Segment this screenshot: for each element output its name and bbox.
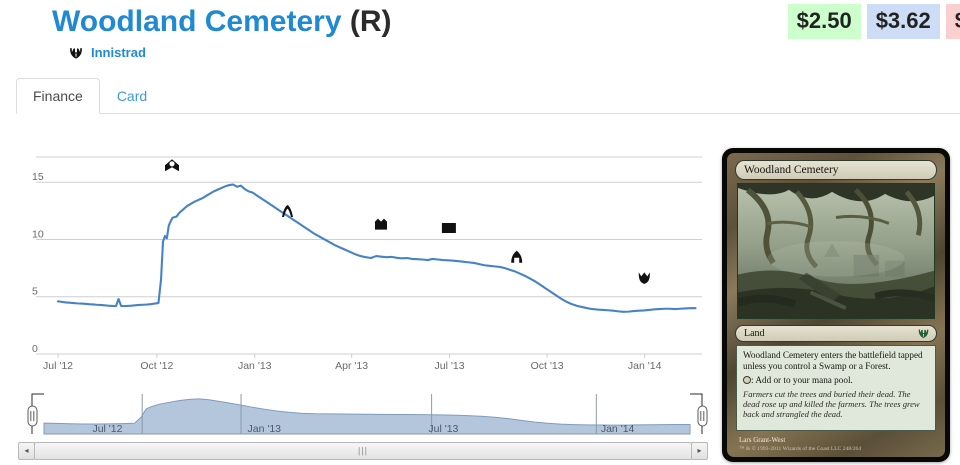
- chart-x-axis: [36, 353, 702, 358]
- price-badge-group: $2.50 $3.62 $: [787, 4, 960, 39]
- svg-text:Jul '13: Jul '13: [428, 423, 458, 435]
- svg-text:Jan '14: Jan '14: [628, 360, 662, 372]
- price-badge-mid[interactable]: $3.62: [866, 4, 940, 39]
- theros-set-symbol[interactable]: Theros: [511, 250, 523, 263]
- card-set-symbol-icon: [918, 329, 929, 339]
- card-rules-text: Woodland Cemetery enters the battlefield…: [743, 350, 923, 371]
- chart-range-navigator[interactable]: Jul '12 Jan '13 Jul '13 Jan '14: [18, 392, 708, 442]
- set-line: Innistrad: [68, 45, 146, 61]
- svg-text:15: 15: [32, 171, 44, 183]
- navigator-handle-left[interactable]: [27, 405, 38, 427]
- scrollbar-thumb-grip[interactable]: |||: [357, 445, 369, 456]
- chart-y-axis-labels: 0 5 10 15: [32, 171, 44, 355]
- card-rarity-text: (R): [349, 5, 392, 38]
- gatecrash-set-symbol[interactable]: Gatecrash: [441, 223, 456, 233]
- svg-text:Oct '12: Oct '12: [140, 360, 173, 372]
- card-copyright-line: ™ & © 1993-2011 Wizards of the Coast LLC…: [739, 446, 862, 452]
- svg-text:Jul '12: Jul '12: [43, 360, 73, 372]
- born-of-the-gods-set-symbol[interactable]: Born of the Gods: [638, 272, 650, 284]
- svg-text:0: 0: [32, 343, 38, 355]
- tap-symbol-icon: [743, 376, 751, 384]
- price-badge-market[interactable]: $2.50: [787, 4, 861, 39]
- card-image[interactable]: Woodland Cemetery: [722, 148, 950, 462]
- svg-text:Jan '14: Jan '14: [601, 423, 635, 435]
- chart-series-line: [56, 183, 697, 313]
- tab-card[interactable]: Card: [116, 88, 148, 104]
- navigator-handle-right[interactable]: [697, 405, 708, 427]
- chart-gridlines: [36, 156, 702, 298]
- tab-bar: Finance Card: [16, 78, 960, 114]
- navigator-labels: Jul '12 Jan '13 Jul '13 Jan '14: [92, 423, 634, 435]
- dark-ascension-set-symbol[interactable]: Dark Ascension: [165, 159, 179, 172]
- return-to-ravnica-set-symbol[interactable]: Return to Ravnica: [375, 218, 387, 230]
- svg-text:Jul '12: Jul '12: [92, 423, 122, 435]
- svg-text:Jul '13: Jul '13: [435, 360, 465, 372]
- set-name-link[interactable]: Innistrad: [91, 45, 146, 60]
- card-flavor-text: Farmers cut the trees and buried their d…: [743, 389, 920, 419]
- card-name-text: Woodland Cemetery: [52, 5, 342, 38]
- card-text-box: Woodland Cemetery enters the battlefield…: [736, 345, 936, 431]
- svg-text:Oct '13: Oct '13: [531, 360, 564, 372]
- page-header: Woodland Cemetery (R) Innistrad $2.50 $3…: [0, 0, 960, 72]
- card-title-bar: Woodland Cemetery: [735, 160, 937, 180]
- navigator-svg: Jul '12 Jan '13 Jul '13 Jan '14: [27, 393, 708, 435]
- scrollbar-left-arrow-icon[interactable]: ◂: [18, 442, 35, 460]
- card-mana-ability-text: : Add or to your mana pool.: [751, 375, 853, 385]
- avacyn-restored-set-symbol[interactable]: Avacyn Restored: [282, 205, 293, 217]
- card-type-bar: Land: [735, 325, 937, 342]
- navigator-area: [43, 398, 691, 435]
- svg-text:10: 10: [32, 228, 44, 240]
- card-type-line: Land: [744, 328, 765, 339]
- tab-finance[interactable]: Finance: [16, 78, 100, 114]
- svg-text:Jan '13: Jan '13: [238, 360, 272, 372]
- page-title: Woodland Cemetery (R): [52, 4, 392, 40]
- chart-scrollbar[interactable]: ◂ ||| ▸: [18, 442, 708, 460]
- price-history-chart[interactable]: 0 5 10 15 Jul '12 Oct '12 Jan '13 Apr '13 Jul '…: [18, 140, 708, 390]
- card-artist-credit: Lars Grant-West: [739, 436, 786, 444]
- chart-x-axis-labels: Jul '12 Oct '12 Jan '13 Apr '13 Jul '13 Oct '…: [43, 360, 662, 372]
- svg-text:Jan '13: Jan '13: [247, 423, 281, 435]
- price-badge-high[interactable]: $: [945, 4, 960, 39]
- navigator-handles[interactable]: [27, 405, 708, 427]
- chart-set-markers[interactable]: Dark Ascension Avacyn Restored Return to R…: [165, 159, 650, 284]
- svg-text:5: 5: [32, 286, 38, 298]
- scrollbar-track[interactable]: |||: [34, 442, 692, 460]
- card-image-name: Woodland Cemetery: [744, 164, 839, 176]
- svg-text:Apr '13: Apr '13: [335, 360, 368, 372]
- scrollbar-right-arrow-icon[interactable]: ▸: [691, 442, 708, 460]
- card-mana-ability: : Add or to your mana pool.: [743, 375, 929, 386]
- card-artwork-svg: [738, 184, 934, 318]
- card-artwork: [737, 183, 935, 319]
- card-frame: Woodland Cemetery: [727, 153, 945, 457]
- navigator-dividers: [141, 394, 597, 434]
- innistrad-set-symbol: [70, 48, 82, 59]
